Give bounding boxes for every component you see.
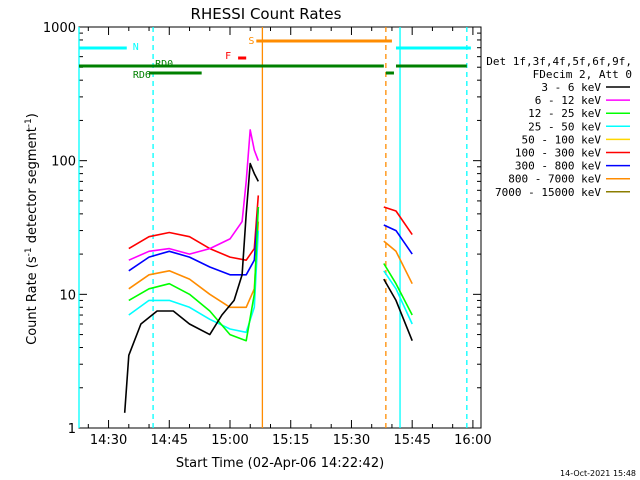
y-tick-label: 10 [59,288,76,303]
series-line [128,206,260,276]
y-tick-label: 1 [68,422,76,437]
y-tick-label: 100 [51,155,76,170]
x-tick-label: 15:00 [211,433,248,448]
series-line [383,240,413,285]
legend-entry-label: 100 - 300 keV [515,147,601,160]
y-axis-label: Count Rate (s-1 detector segment-1) [24,113,40,345]
legend-entry-label: 25 - 50 keV [528,120,601,133]
x-tick-label: 15:15 [272,433,309,448]
state-bar-label: N [133,42,139,53]
legend-header: FDecim 2, Att 0 [533,68,632,81]
y-axis-label-part: Count Rate (s [25,256,40,345]
series-line [128,221,260,309]
axes: 14:30 14:45 15:00 15:15 15:30 15:45 16:00 1 10 10… [43,21,492,448]
x-tick-label: 16:00 [454,433,491,448]
legend-entry-label: 6 - 12 keV [535,94,602,107]
x-tick-label: 14:45 [151,433,188,448]
legend-entry-label: 50 - 100 keV [522,133,602,146]
state-bar-label: RD6 [133,70,151,81]
x-axis-label: Start Time (02-Apr-06 14:22:42) [176,456,384,471]
legend: Det 1f,3f,4f,5f,6f,9f,FDecim 2, Att 03 -… [486,55,632,199]
x-tick-label: 15:30 [333,433,370,448]
y-tick-label: 1000 [43,21,76,36]
x-tick-label: 14:30 [90,433,127,448]
data-series [123,129,413,413]
y-axis-label-sup: -1 [24,118,34,127]
series-line [383,270,413,325]
series-line [128,206,260,342]
vertical-markers [78,27,468,428]
series-line [383,263,413,316]
legend-header: Det 1f,3f,4f,5f,6f,9f, [486,55,632,68]
attenuator-bars: N S F RD0 RD6 [79,36,471,81]
legend-entry-label: 12 - 25 keV [528,107,601,120]
y-axis-label-sup: -1 [24,247,34,256]
legend-entry-label: 3 - 6 keV [541,81,601,94]
series-line [128,230,260,334]
state-bar-label: F [225,51,231,62]
series-line [383,278,413,341]
chart-title: RHESSI Count Rates [191,5,342,23]
series-line [128,195,260,262]
y-axis-label-part: detector segment [25,127,40,247]
state-bar-label: S [248,36,254,47]
x-tick-label: 15:45 [393,433,430,448]
plot-frame [78,26,482,429]
series-line [383,224,413,255]
legend-entry-label: 800 - 7000 keV [508,173,601,186]
state-bar-label: RD0 [155,59,173,70]
footer-timestamp: 14-Oct-2021 15:48 [560,469,636,478]
series-line [128,129,260,261]
y-axis-label-part: ) [25,113,40,118]
legend-entry-label: 300 - 800 keV [515,160,601,173]
series-line [123,162,260,413]
legend-entry-label: 7000 - 15000 keV [495,186,601,199]
series-line [383,206,413,236]
